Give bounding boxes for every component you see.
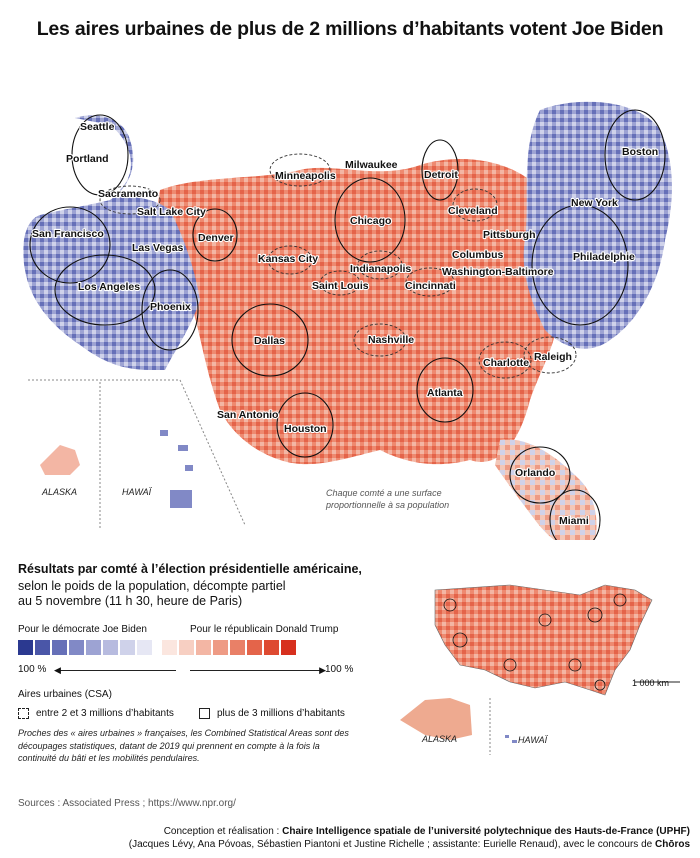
city-label: Chicago (350, 215, 391, 227)
csa-title: Aires urbaines (CSA) (18, 689, 112, 700)
city-label: Indianapolis (350, 263, 411, 275)
city-label: Raleigh (534, 351, 572, 363)
city-label: Detroit (424, 169, 458, 181)
hawaii-shape (160, 430, 193, 508)
city-label: Salt Lake City (137, 206, 206, 218)
dem-label: Pour le démocrate Joe Biden (18, 624, 147, 635)
hawaii-label: HAWAÏ (122, 487, 153, 497)
city-label: Cincinnati (405, 280, 456, 292)
city-label: New York (571, 197, 618, 209)
city-label: Houston (284, 423, 327, 435)
city-label: Portland (66, 153, 109, 165)
scale-label: 1 000 km (632, 678, 670, 688)
city-label: Miami (559, 515, 589, 527)
map-note: Chaque comté a une surface (326, 488, 442, 498)
city-label: Boston (622, 146, 658, 158)
inset-hawaii-label: HAWAÏ (518, 735, 549, 745)
rep-arrow: ▶ (190, 665, 326, 675)
color-scale (18, 640, 296, 655)
dem-swatch (69, 640, 84, 655)
cartogram-map: Seattle Portland Sacramento San Francisc… (23, 101, 672, 540)
inset-alaska-label: ALASKA (421, 734, 457, 744)
city-label: Washington-Baltimore (442, 266, 554, 278)
credits-org: Chaire Intelligence spatiale de l’univer… (282, 826, 690, 837)
credits: Conception et réalisation : Chaire Intel… (129, 825, 690, 851)
city-label: San Francisco (32, 228, 104, 240)
city-label: Charlotte (483, 357, 529, 369)
city-label: Sacramento (98, 188, 158, 200)
csa-outlines (29, 109, 666, 540)
city-label: Denver (198, 232, 234, 244)
city-label: Las Vegas (132, 242, 184, 254)
dem-swatch (35, 640, 50, 655)
city-label: Saint Louis (312, 280, 369, 292)
dem-swatch (120, 640, 135, 655)
rep-swatch (162, 640, 177, 655)
legend-subtitle-line: selon le poids de la population, décompt… (18, 579, 286, 593)
page-title: Les aires urbaines de plus de 2 millions… (36, 18, 664, 40)
csa-outlines-dashed (99, 153, 577, 379)
dem-arrow: ◀ (54, 665, 176, 675)
city-label: Philadelphie (573, 251, 635, 263)
dem-swatch (18, 640, 33, 655)
csa-small-swatch (18, 708, 29, 719)
alaska-label: ALASKA (41, 487, 77, 497)
city-label: San Antonio (217, 409, 278, 421)
csa-small-label: entre 2 et 3 millions d’habitants (36, 708, 174, 719)
sources: Sources : Associated Press ; https://www… (18, 798, 236, 809)
map-body (157, 159, 560, 465)
city-label: Kansas City (258, 253, 318, 265)
city-label: Minneapolis (275, 170, 336, 182)
city-label: Milwaukee (345, 159, 398, 171)
legend-subtitle-line: au 5 novembre (11 h 30, heure de Paris) (18, 594, 243, 608)
inset-usa (434, 584, 653, 696)
inset-map: ALASKA HAWAÏ (400, 584, 680, 755)
city-labels: Seattle Portland Sacramento San Francisc… (31, 120, 659, 528)
inset-alaska-shape (400, 698, 472, 740)
csa-large-label: plus de 3 millions d’habitants (217, 708, 345, 719)
city-label: Dallas (254, 335, 285, 347)
legend-subtitle: selon le poids de la population, décompt… (18, 579, 378, 609)
inset-csa (443, 593, 627, 691)
dem-swatch (103, 640, 118, 655)
dem-pct: 100 % (18, 664, 47, 675)
florida (495, 439, 597, 540)
rep-swatch (196, 640, 211, 655)
map-note: proportionnelle à sa population (325, 500, 449, 510)
northeast (523, 101, 672, 349)
rep-swatch (264, 640, 279, 655)
city-label: Los Angeles (78, 281, 140, 293)
rep-swatch (179, 640, 194, 655)
west-coast (23, 115, 200, 370)
rep-label: Pour le républicain Donald Trump (190, 624, 339, 635)
city-label: Pittsburgh (483, 229, 536, 241)
city-label: Columbus (452, 249, 503, 261)
credits-prefix: Conception et réalisation : (163, 826, 283, 837)
city-label: Seattle (80, 121, 115, 133)
inset-hawaii-shape (505, 735, 517, 743)
rep-swatch (213, 640, 228, 655)
city-label: Phoenix (150, 301, 191, 313)
city-label: Nashville (368, 334, 414, 346)
city-label: Atlanta (427, 387, 463, 399)
credits-partner: Chōros (655, 839, 690, 850)
dem-swatch (137, 640, 152, 655)
csa-definition: Proches des « aires urbaines » française… (18, 728, 349, 763)
rep-swatch (281, 640, 296, 655)
legend-title: Résultats par comté à l’élection préside… (18, 562, 362, 576)
csa-large-swatch (199, 708, 210, 719)
credits-authors: (Jacques Lévy, Ana Póvoas, Sébastien Pia… (128, 839, 655, 850)
alaska-shape (40, 445, 80, 475)
dem-swatch (52, 640, 67, 655)
dem-swatch (86, 640, 101, 655)
rep-swatch (247, 640, 262, 655)
rep-pct: 100 % (325, 664, 354, 675)
city-label: Cleveland (448, 205, 498, 217)
city-label: Orlando (515, 467, 555, 479)
rep-swatch (230, 640, 245, 655)
